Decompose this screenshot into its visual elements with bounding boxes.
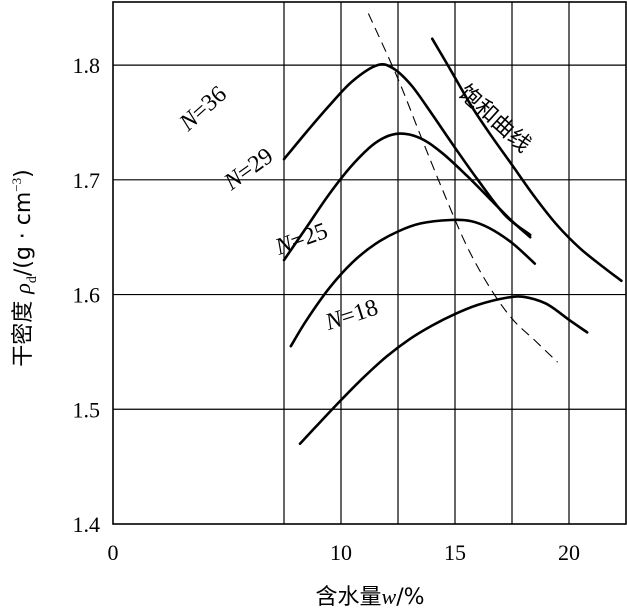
y-axis-title-unit-close: ) bbox=[11, 169, 36, 178]
series-labels: N=36 N=29 N=25 N=18 饱和曲线 bbox=[174, 80, 535, 336]
series-layer bbox=[282, 62, 589, 445]
x-axis-title-suffix: /% bbox=[396, 585, 424, 610]
y-tick-label-1-4: 1.4 bbox=[73, 512, 101, 537]
dashed-line bbox=[367, 13, 558, 363]
series-label-value: =18 bbox=[338, 295, 382, 331]
x-axis-title: 含水量w/% bbox=[315, 584, 424, 610]
series-label-n-29: N=29 bbox=[219, 143, 278, 196]
series-label-value: =25 bbox=[287, 218, 331, 255]
x-axis-title-prefix: 含水量 bbox=[315, 585, 381, 610]
y-axis-title-sub: d bbox=[25, 276, 40, 283]
x-tick-label-15: 15 bbox=[444, 540, 466, 565]
plot-frame bbox=[112, 1, 627, 525]
saturation-curve-label: 饱和曲线 bbox=[453, 80, 535, 157]
series-line-n-18 bbox=[298, 295, 589, 445]
y-axis-title: 干密度 ρd/(g · cm−3) bbox=[9, 169, 40, 366]
series-label-n-25: N=25 bbox=[271, 218, 331, 261]
series-line-n-36 bbox=[282, 62, 532, 237]
series-line-n-29 bbox=[282, 132, 532, 262]
y-tick-label-1-5: 1.5 bbox=[73, 397, 101, 422]
y-axis-title-sup: −3 bbox=[9, 178, 24, 192]
saturation-curve bbox=[430, 37, 623, 283]
y-axis-title-var: ρ bbox=[10, 283, 35, 295]
y-tick-label-1-8: 1.8 bbox=[73, 53, 101, 78]
dashed-line-layer bbox=[367, 13, 558, 363]
x-axis-title-var: w bbox=[382, 584, 397, 609]
x-tick-label-0: 0 bbox=[108, 540, 119, 565]
x-tick-label-20: 20 bbox=[558, 540, 580, 565]
saturation-layer bbox=[430, 37, 623, 283]
y-axis-title-prefix: 干密度 bbox=[11, 294, 36, 367]
axes bbox=[112, 1, 627, 525]
series-line-n-25 bbox=[289, 218, 537, 348]
x-tick-label-10: 10 bbox=[330, 540, 352, 565]
grid bbox=[113, 2, 626, 524]
series-label-n-36: N=36 bbox=[174, 81, 232, 137]
y-tick-label-1-7: 1.7 bbox=[73, 168, 101, 193]
y-axis-title-unit-open: /(g · cm bbox=[11, 192, 36, 276]
series-label-n-18: N=18 bbox=[321, 295, 381, 337]
tick-labels: 0 10 15 20 1.4 1.5 1.6 1.7 1.8 bbox=[73, 53, 581, 565]
y-tick-label-1-6: 1.6 bbox=[73, 283, 101, 308]
